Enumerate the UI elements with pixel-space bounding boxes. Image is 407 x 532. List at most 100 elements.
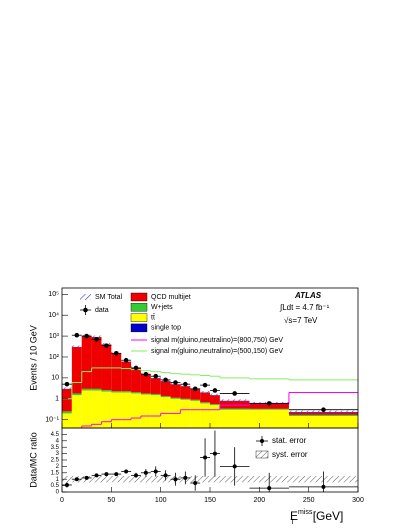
ratio-point [75,477,79,481]
x-tick-label: 0 [60,497,64,504]
data-point [203,383,208,388]
legend-label: single top [151,325,181,332]
data-point [183,382,188,387]
y-tick-label: 4 [56,438,60,444]
stack-bar [111,392,121,433]
stack-bar [289,416,358,433]
y-tick-label: 2.5 [51,458,60,464]
data-point [153,374,158,379]
data-point [114,351,119,356]
data-point [75,333,80,338]
y-tick-label: 10³ [49,333,60,340]
y-tick-label: 10² [49,354,60,361]
total-band [200,391,210,394]
data-point [104,343,109,348]
y-tick-label: 4.5 [51,432,60,438]
stack-bar [101,392,111,433]
total-band [62,387,72,390]
stack-bar [151,394,161,395]
x-tick-label: 250 [303,497,315,504]
stack-bar [111,391,121,392]
experiment: ATLAS [294,291,322,300]
data-point [134,366,139,371]
stack-bar [82,390,92,433]
legend-label: tt̄ [151,314,155,322]
ratio-point [104,472,108,476]
syst-band [62,476,358,482]
data-point [124,358,129,363]
ratio-point [114,472,118,476]
total-band [220,399,250,402]
y-tick-label: 2 [56,464,60,470]
stack-bar [180,399,190,400]
stack-bar [101,344,111,390]
stack-bar [121,362,131,392]
stack-bar [180,386,190,399]
stack-bar [121,392,131,433]
y-tick-label: 1 [55,396,59,403]
stack-bar [249,410,288,433]
stack-bar [82,389,92,391]
stack-bar [72,347,82,393]
legend-label: signal m(gluino,neutralino)=(500,150) Ge… [151,348,283,355]
y-tick-label: 0 [56,490,60,496]
ratio-point [85,476,89,480]
stack-bar [141,374,151,393]
x-tick-label: 100 [155,497,167,504]
legend-swatch [256,451,268,458]
data-point [65,382,70,387]
stack-bar [92,337,102,389]
data-point [84,334,89,339]
stack-bar [72,395,82,433]
legend-swatch [80,294,91,300]
x-tick-label: 300 [352,497,364,504]
legend-swatch [131,293,147,301]
stack-bar [92,389,102,391]
ratio-point [144,471,148,475]
ratio-point [164,473,168,477]
data-point [321,407,326,412]
y-tick-label: 1.5 [51,470,60,476]
ratio-point [183,476,187,480]
y-tick-label: 1 [56,477,60,483]
y-tick-label: 10⁴ [48,312,59,319]
y-tick-label: 10⁵ [48,291,59,298]
legend-label: QCD multijet [151,294,191,301]
stack-bar [101,390,111,392]
stack-bar [62,411,72,413]
total-band [210,394,220,397]
stack-bar [161,381,171,396]
ratio-point [154,470,158,474]
ratio-point [124,470,128,474]
stack-bar [220,410,250,433]
legend-label: SM Total [95,294,123,301]
stack-bar [289,415,358,416]
stack-bar [200,403,210,433]
x-label-unit: [GeV] [313,509,344,523]
stack-bar [210,404,220,405]
stack-bar [62,389,72,411]
stack-bar [111,353,121,391]
y-label: Events / 10 GeV [28,325,38,391]
data-point [173,380,178,385]
y-tick-label: 10⁻¹ [45,417,59,424]
legend-label: signal m(gluino,neutralino)=(800,750) Ge… [151,337,283,344]
ratio-point [233,464,237,468]
total-band [72,346,82,349]
stack-bar [151,395,161,433]
data-point [267,401,272,406]
energy: √s=7 TeV [284,316,318,325]
data-point [232,391,237,396]
legend-label: data [95,307,109,314]
stack-bar [161,396,171,397]
ratio-point [193,481,197,485]
stack-bar [92,390,102,433]
legend-label: W+jets [151,304,173,311]
stack-bar [121,391,131,392]
stack-bar [72,393,82,395]
ratio-plot [62,431,358,504]
ratio-point [213,452,217,456]
